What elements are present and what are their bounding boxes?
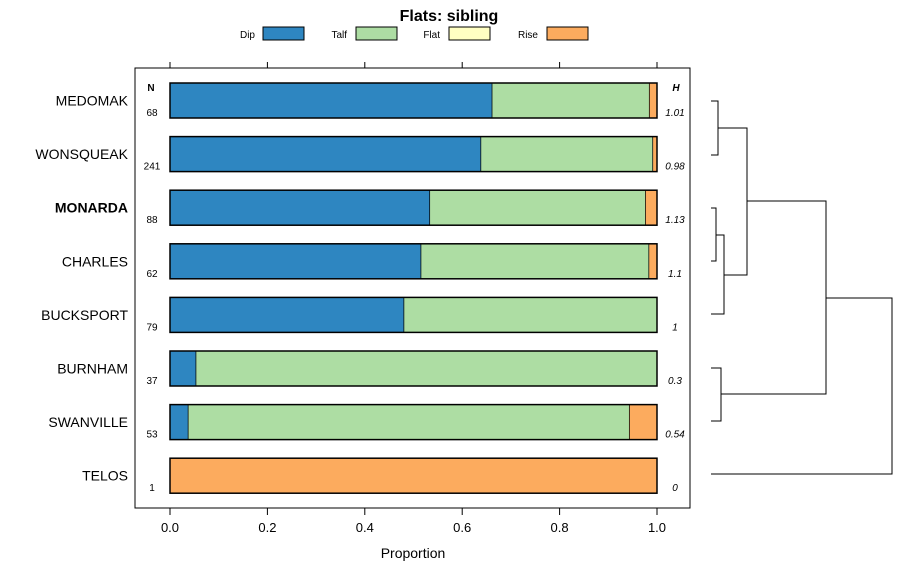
n-label-swanville: 53 bbox=[146, 430, 158, 441]
dendro-link-mc-bucksport bbox=[711, 234, 725, 315]
legend-swatch-dip bbox=[262, 26, 305, 41]
bar-medomak-rise bbox=[649, 83, 657, 118]
legend-swatch-rise bbox=[546, 26, 589, 41]
bar-bucksport-talf bbox=[404, 297, 657, 333]
bar-outline-wonsqueak bbox=[169, 135, 658, 173]
x-axis: 0.0 0.2 0.4 0.6 0.8 1.0 bbox=[161, 508, 666, 535]
h-label-telos: 0 bbox=[672, 483, 678, 494]
bar-outline-medomak bbox=[169, 82, 658, 119]
bar-bucksport-dip bbox=[170, 297, 405, 333]
chart-title: Flats: sibling bbox=[400, 8, 499, 25]
x-axis-title: Proportion bbox=[381, 545, 446, 561]
category-label-medomak: MEDOMAK bbox=[56, 93, 129, 109]
bar-outline-burnham bbox=[169, 350, 658, 387]
h-label-bucksport: 1 bbox=[672, 322, 678, 333]
h-label-medomak: 1.01 bbox=[665, 108, 684, 119]
plot-frame bbox=[134, 67, 691, 509]
category-label-burnham: BURNHAM bbox=[57, 361, 128, 377]
legend-label-flat: Flat bbox=[423, 30, 440, 41]
x-tick-label-0-0: 0.0 bbox=[161, 520, 179, 535]
bar-medomak-talf bbox=[492, 83, 650, 118]
bar-swanville-talf bbox=[188, 404, 630, 440]
n-label-wonsqueak: 241 bbox=[144, 162, 161, 173]
dendro-link-root bbox=[711, 297, 893, 475]
category-label-monarda: MONARDA bbox=[55, 200, 128, 216]
n-label-burnham: 37 bbox=[146, 376, 158, 387]
bar-medomak-dip bbox=[170, 83, 493, 118]
n-labels: 68 241 88 62 79 37 53 1 bbox=[144, 108, 161, 494]
n-label-medomak: 68 bbox=[146, 108, 158, 119]
legend-label-rise: Rise bbox=[518, 30, 538, 41]
bar-wonsqueak-talf bbox=[481, 136, 654, 172]
category-label-swanville: SWANVILLE bbox=[48, 414, 128, 430]
dendro-link-main-cluster bbox=[721, 200, 827, 395]
dendro-link-top-cluster bbox=[718, 127, 748, 276]
dendro-link-monarda-charles bbox=[711, 207, 717, 262]
x-tick-label-0-8: 0.8 bbox=[551, 520, 569, 535]
bar-outline-swanville bbox=[169, 403, 658, 441]
bar-wonsqueak-dip bbox=[170, 136, 482, 172]
bars bbox=[169, 82, 658, 494]
n-label-bucksport: 79 bbox=[146, 322, 158, 333]
legend-label-talf: Talf bbox=[331, 30, 347, 41]
category-label-telos: TELOS bbox=[82, 468, 128, 484]
x-tick-label-0-2: 0.2 bbox=[258, 520, 276, 535]
bar-charles-dip bbox=[170, 243, 422, 279]
h-label-burnham: 0.3 bbox=[668, 376, 682, 387]
dendrogram bbox=[711, 100, 893, 475]
h-label-wonsqueak: 0.98 bbox=[665, 162, 685, 173]
h-labels: 1.01 0.98 1.13 1.1 1 0.3 0.54 0 bbox=[665, 108, 685, 494]
bar-monarda-talf bbox=[430, 190, 646, 226]
bar-telos-rise bbox=[170, 458, 657, 494]
category-label-bucksport: BUCKSPORT bbox=[41, 307, 128, 323]
category-label-charles: CHARLES bbox=[62, 253, 128, 269]
bar-charles-rise bbox=[649, 243, 657, 279]
h-label-monarda: 1.13 bbox=[665, 215, 685, 226]
n-label-charles: 62 bbox=[146, 269, 158, 280]
bar-monarda-dip bbox=[170, 190, 431, 226]
x-tick-label-0-4: 0.4 bbox=[356, 520, 374, 535]
bar-swanville-rise bbox=[629, 404, 657, 440]
bar-burnham-talf bbox=[196, 351, 657, 386]
h-label-charles: 1.1 bbox=[668, 269, 682, 280]
legend: Dip Talf Flat Rise bbox=[240, 26, 589, 41]
bar-burnham-dip bbox=[170, 351, 197, 386]
x-tick-label-0-6: 0.6 bbox=[453, 520, 471, 535]
n-header: N bbox=[147, 83, 154, 94]
x-tick-label-1-0: 1.0 bbox=[648, 520, 666, 535]
h-label-swanville: 0.54 bbox=[665, 430, 685, 441]
legend-label-dip: Dip bbox=[240, 30, 255, 41]
category-labels: MEDOMAK WONSQUEAK MONARDA CHARLES BUCKSPORT B… bbox=[35, 93, 128, 484]
dendro-link-medomak-wonsqueak bbox=[711, 100, 719, 156]
bar-wonsqueak-rise bbox=[653, 136, 657, 172]
dendro-link-bcm-swan bbox=[711, 367, 722, 422]
bar-outline-bucksport bbox=[169, 296, 658, 334]
bar-outline-monarda bbox=[169, 189, 658, 226]
bar-outline-charles bbox=[169, 243, 658, 280]
legend-swatch-talf bbox=[355, 26, 398, 41]
h-header: H bbox=[672, 83, 680, 94]
bar-charles-talf bbox=[421, 243, 650, 279]
top-axis-ticks bbox=[169, 62, 658, 68]
n-label-telos: 1 bbox=[149, 483, 155, 494]
legend-swatch-flat bbox=[448, 26, 491, 41]
bar-outline-telos bbox=[169, 457, 658, 494]
n-label-monarda: 88 bbox=[146, 215, 158, 226]
category-label-wonsqueak: WONSQUEAK bbox=[35, 146, 128, 162]
bar-monarda-rise bbox=[645, 190, 657, 226]
bar-swanville-dip bbox=[170, 404, 189, 440]
